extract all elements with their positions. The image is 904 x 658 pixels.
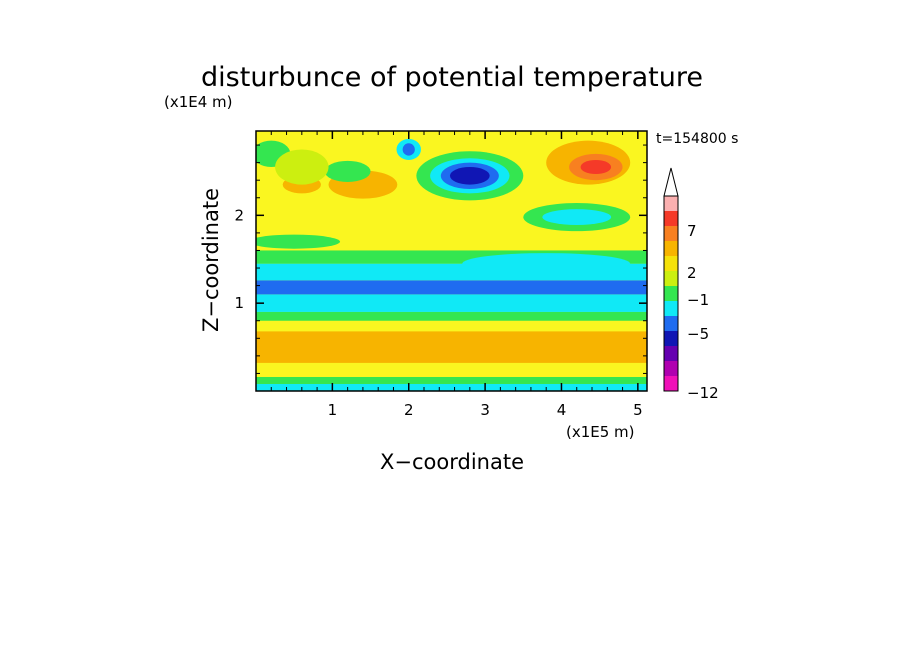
- chart-title: disturbunce of potential temperature: [201, 62, 703, 93]
- colorbar-swatch: [664, 331, 678, 346]
- colorbar-frame: [663, 195, 679, 392]
- x-tick-label: 1: [328, 401, 338, 419]
- x-tick-label: 3: [480, 401, 490, 419]
- colorbar-swatch: [664, 316, 678, 331]
- colorbar-label: 2: [687, 264, 697, 282]
- contour-blob: [324, 160, 371, 182]
- x-unit-label: (x1E5 m): [566, 423, 635, 441]
- contour-blob: [449, 167, 490, 185]
- contour-blob: [402, 143, 415, 156]
- colorbar-swatch: [664, 226, 678, 241]
- contour-band: [256, 383, 647, 391]
- colorbar-swatch: [664, 286, 678, 301]
- contour-band: [256, 280, 647, 295]
- contour-blob: [256, 234, 340, 249]
- colorbar-swatch: [664, 301, 678, 316]
- contour-blob: [462, 253, 631, 275]
- contour-band: [256, 331, 647, 363]
- contour-blob: [542, 209, 612, 225]
- colorbar-swatch: [664, 211, 678, 226]
- contour-band: [256, 362, 647, 377]
- time-label: t=154800 s: [656, 131, 738, 147]
- colorbar-arrow: [663, 167, 679, 197]
- colorbar-label: 7: [687, 222, 697, 240]
- x-axis-label: X−coordinate: [380, 450, 524, 474]
- x-tick-label: 5: [633, 401, 643, 419]
- colorbar-swatch: [664, 361, 678, 376]
- x-axis-ticks: 1 2 3 4 5: [270, 131, 643, 419]
- colorbar: 7 2 −1 −5 −12: [663, 167, 719, 402]
- colorbar-swatch: [664, 271, 678, 286]
- colorbar-label: −12: [687, 384, 719, 402]
- contour-band: [256, 320, 647, 332]
- contour-band: [256, 376, 647, 384]
- plot-frame: [255, 130, 648, 392]
- colorbar-label: −5: [687, 325, 709, 343]
- y-axis-ticks: 12: [234, 144, 647, 374]
- contour-plot-area: [256, 131, 647, 391]
- contour-blob: [275, 149, 329, 185]
- colorbar-swatch: [664, 256, 678, 271]
- colorbar-label: −1: [687, 291, 709, 309]
- colorbar-swatch: [664, 196, 678, 211]
- x-tick-label: 4: [557, 401, 567, 419]
- y-tick-label: 1: [234, 294, 244, 312]
- y-axis-label: Z−coordinate: [199, 188, 223, 332]
- contour-band: [256, 311, 647, 321]
- contour-blob: [580, 159, 612, 175]
- y-tick-label: 2: [234, 206, 244, 224]
- x-tick-label: 2: [404, 401, 414, 419]
- colorbar-swatch: [664, 241, 678, 256]
- colorbar-swatch: [664, 346, 678, 361]
- colorbar-swatch: [664, 376, 678, 391]
- y-unit-label: (x1E4 m): [164, 93, 233, 111]
- contour-band: [256, 294, 647, 312]
